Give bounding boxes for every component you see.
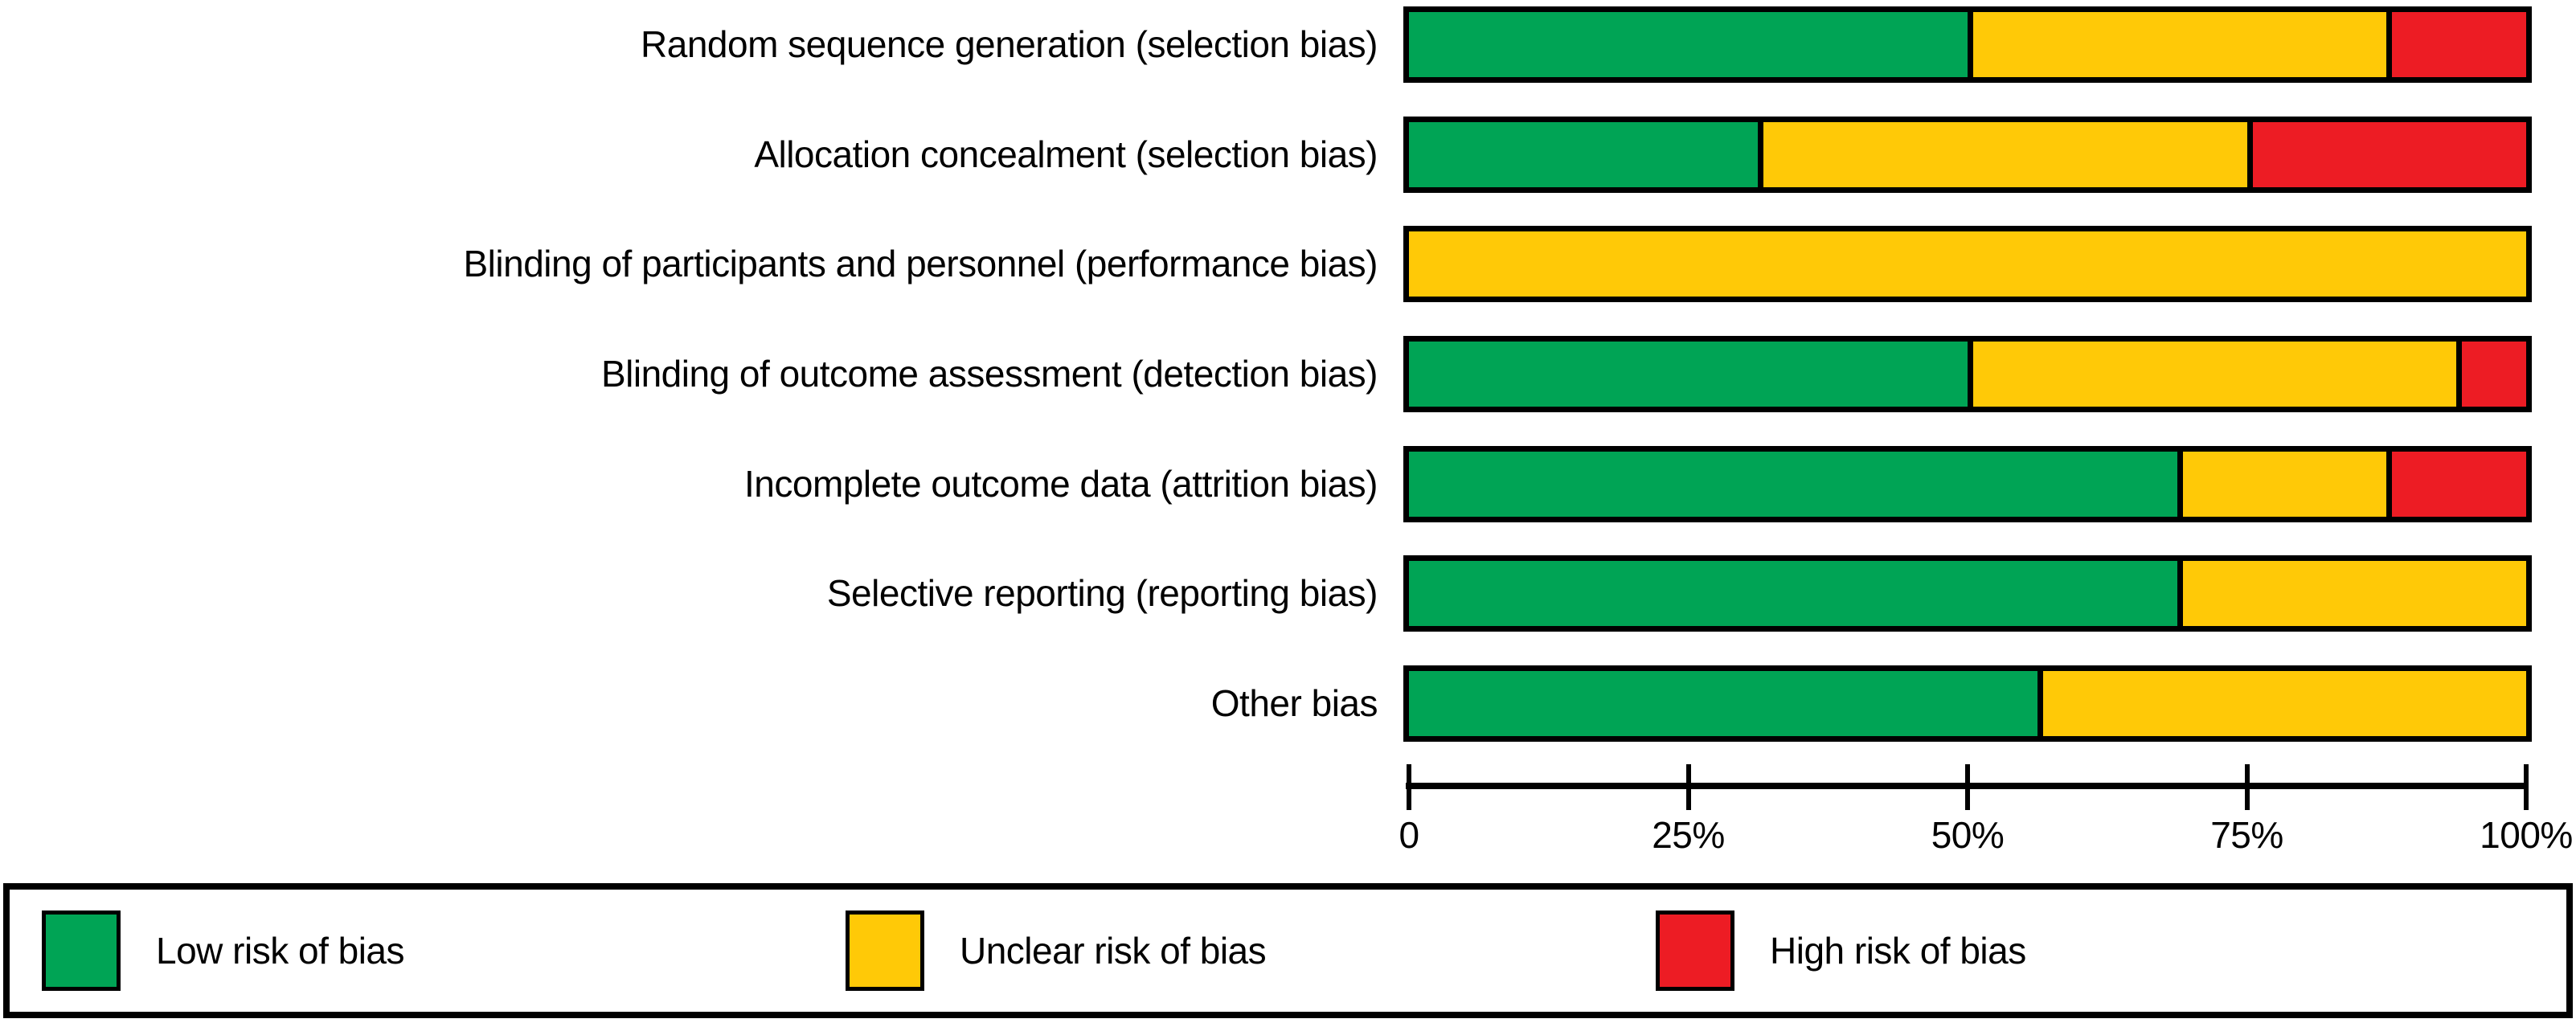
legend-swatch-unclear [846, 910, 924, 991]
bar-segment-high [2386, 12, 2526, 77]
category-label: Blinding of outcome assessment (detectio… [600, 353, 1378, 395]
risk-bar [1403, 665, 2532, 742]
axis-tick [2244, 764, 2250, 810]
risk-bar [1403, 336, 2532, 412]
category-label: Allocation concealment (selection bias) [754, 133, 1378, 175]
bar-segment-high [2246, 122, 2526, 187]
bar-segment-unclear [2177, 561, 2526, 626]
bar-segment-high [2456, 342, 2526, 407]
category-label: Other bias [1210, 682, 1378, 724]
bar-segment-high [2386, 452, 2526, 517]
category-label: Random sequence generation (selection bi… [641, 23, 1378, 65]
axis-tick-label: 100% [2480, 814, 2573, 856]
category-label: Incomplete outcome data (attrition bias) [744, 463, 1378, 505]
risk-bar [1403, 446, 2532, 522]
category-label: Blinding of participants and personnel (… [463, 243, 1378, 284]
legend-label: Low risk of bias [156, 930, 405, 972]
legend-swatch-high [1656, 910, 1734, 991]
axis-tick [1965, 764, 1970, 810]
category-label: Selective reporting (reporting bias) [826, 572, 1378, 614]
bar-segment-unclear [2177, 452, 2387, 517]
legend-label: Unclear risk of bias [960, 930, 1267, 972]
axis-tick-label: 75% [2210, 814, 2283, 856]
bar-segment-unclear [1758, 122, 2247, 187]
bar-segment-low [1409, 122, 1759, 187]
risk-bar [1403, 117, 2532, 193]
axis-tick-label: 25% [1652, 814, 1725, 856]
risk-bar [1403, 555, 2532, 632]
legend-swatch-low [42, 910, 121, 991]
bar-segment-low [1409, 561, 2177, 626]
bar-segment-unclear [1409, 231, 2526, 297]
axis-tick [2524, 764, 2529, 810]
bar-segment-low [1409, 342, 1968, 407]
legend-item: Unclear risk of bias [846, 890, 1267, 1012]
axis-tick-label: 0 [1399, 814, 1419, 856]
risk-bar [1403, 6, 2532, 83]
bar-segment-unclear [1968, 12, 2387, 77]
bar-segment-unclear [2037, 671, 2526, 736]
bar-segment-low [1409, 671, 2037, 736]
bar-segment-low [1409, 12, 1968, 77]
bar-segment-low [1409, 452, 2177, 517]
legend-item: Low risk of bias [42, 890, 405, 1012]
axis-tick-label: 50% [1931, 814, 2005, 856]
axis-tick [1407, 764, 1411, 810]
legend-item: High risk of bias [1656, 890, 2026, 1012]
legend: Low risk of bias Unclear risk of bias High… [3, 883, 2573, 1018]
legend-label: High risk of bias [1770, 930, 2026, 972]
axis-tick [1685, 764, 1691, 810]
bar-segment-unclear [1968, 342, 2457, 407]
risk-bar [1403, 226, 2532, 302]
